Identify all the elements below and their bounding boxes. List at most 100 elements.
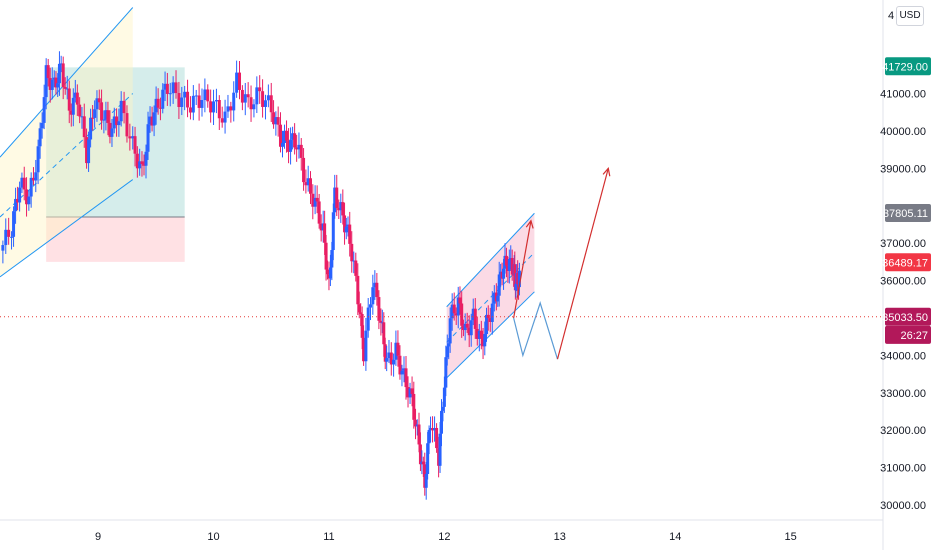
candle-body	[278, 124, 282, 147]
candle-body	[497, 274, 501, 296]
candle-body	[177, 93, 181, 107]
candle-body	[243, 94, 247, 103]
currency-badge[interactable]: USD	[896, 6, 924, 26]
candle-body	[283, 130, 287, 143]
candle-body	[304, 182, 308, 186]
candle-body	[479, 330, 483, 339]
candle-body	[183, 91, 187, 98]
candle-body	[299, 144, 303, 158]
candle-body	[424, 473, 428, 488]
candle-body	[252, 104, 256, 110]
candle-body	[331, 212, 335, 251]
candle-body	[36, 146, 40, 173]
y-tick-label: 40000.00	[880, 126, 926, 138]
candle-body	[261, 91, 265, 107]
candle-body	[418, 444, 422, 465]
candle-body	[330, 250, 334, 268]
candle-body	[44, 65, 48, 98]
y-tick-label: 31000.00	[880, 463, 926, 475]
candle-body	[14, 198, 18, 212]
arrow-line	[556, 168, 609, 360]
candle-body	[477, 330, 481, 339]
candle-body	[341, 202, 345, 216]
y-tick-label: 39000.00	[880, 163, 926, 175]
candle-body	[350, 243, 354, 262]
candle-body	[295, 147, 299, 150]
candle-body	[306, 178, 310, 186]
candle-body	[408, 388, 412, 398]
candle-body	[513, 264, 517, 275]
candle-body	[12, 211, 16, 237]
candle-body	[496, 295, 500, 302]
candle-body	[473, 308, 477, 329]
candle-body	[63, 87, 67, 89]
candle-body	[276, 117, 280, 125]
candle-body	[258, 87, 262, 92]
candle-body	[516, 272, 520, 285]
candle-body	[131, 136, 135, 139]
candle-body	[93, 109, 97, 118]
candle-body	[56, 83, 60, 88]
candle-body	[73, 92, 77, 98]
candle-body	[217, 99, 221, 119]
candle-body	[112, 116, 116, 129]
candle-body	[180, 97, 184, 107]
candle-body	[387, 352, 391, 359]
candle-body	[458, 297, 462, 304]
candle-body	[375, 282, 379, 298]
candle-body	[475, 328, 479, 339]
x-tick-label: 10	[207, 531, 219, 543]
candle-body	[25, 189, 29, 205]
candle-body	[410, 388, 414, 394]
channel-mid-line	[0, 93, 134, 218]
candle-body	[414, 419, 418, 427]
candle-body	[214, 99, 218, 102]
arrow-head	[602, 167, 611, 177]
candle-body	[22, 177, 26, 190]
candle-body	[394, 342, 398, 360]
candle-body	[517, 270, 521, 288]
candle-body	[50, 79, 54, 90]
candle-body	[7, 229, 11, 237]
y-tick-label: 37000.00	[880, 238, 926, 250]
candle-body	[246, 94, 250, 98]
y-tick-label: 33000.00	[880, 388, 926, 400]
candle-body	[490, 303, 494, 322]
candle-body	[156, 98, 160, 108]
candle-body	[379, 320, 383, 323]
candle-body	[396, 342, 400, 356]
candle-body	[115, 116, 119, 126]
candle-body	[415, 424, 419, 427]
candle-body	[87, 139, 91, 164]
candle-body	[481, 338, 485, 347]
candle-body	[69, 110, 73, 115]
candle-body	[46, 65, 50, 79]
candle-body	[52, 77, 56, 80]
candle-body	[398, 355, 402, 375]
candle-body	[220, 118, 224, 123]
candle-body	[311, 193, 315, 207]
candle-body	[4, 229, 8, 246]
candle-body	[212, 101, 216, 113]
candle-body	[389, 352, 393, 365]
candle-body	[289, 139, 293, 152]
price-tag	[885, 204, 931, 223]
candle-body	[502, 268, 506, 279]
candle-body	[442, 387, 446, 407]
candle-body	[71, 97, 75, 115]
candle-body	[371, 287, 375, 305]
candle-body	[359, 312, 363, 314]
candle-body	[293, 133, 297, 148]
candle-body	[400, 370, 404, 375]
candle-body	[29, 177, 33, 197]
candle-body	[488, 318, 492, 322]
candle-body	[308, 178, 312, 194]
candle-body	[281, 142, 285, 147]
candle-body	[447, 343, 451, 347]
candle-body	[463, 323, 467, 331]
candle-body	[54, 77, 58, 88]
candle-body	[108, 122, 112, 137]
candle-body	[471, 308, 475, 321]
